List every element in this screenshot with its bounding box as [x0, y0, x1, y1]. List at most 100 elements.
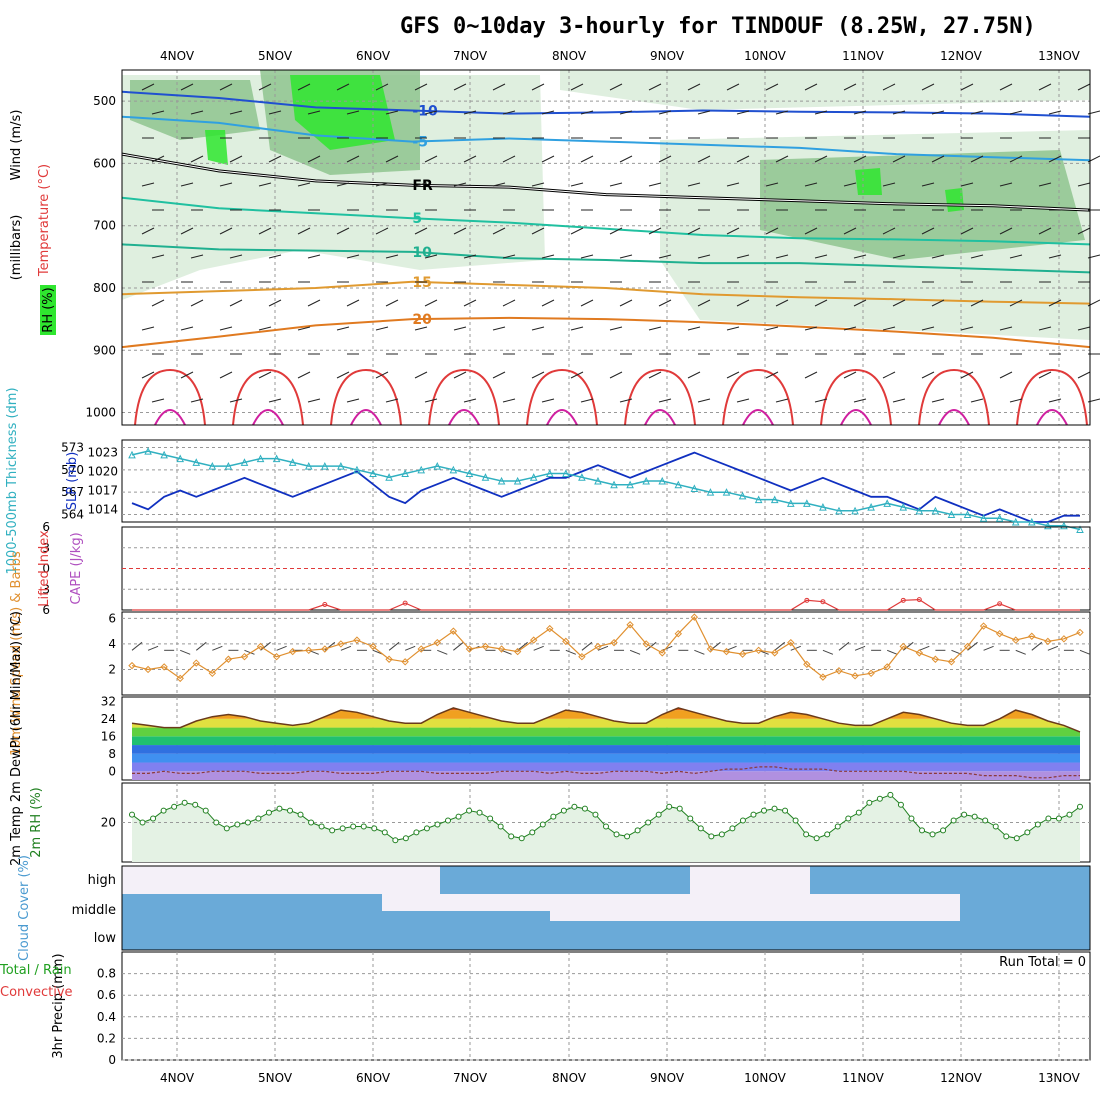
rh2m-point-20 — [339, 825, 346, 832]
wind10-barb-17 — [404, 645, 416, 651]
rh2m-point-25 — [392, 837, 399, 844]
wind-barb — [453, 371, 467, 379]
wind-barb — [892, 110, 906, 115]
wind-barb — [814, 299, 828, 307]
wind10-point-27 — [562, 637, 570, 646]
wind10-point-37 — [722, 647, 731, 656]
rh2m-point-13 — [265, 809, 272, 816]
rh2m-point-16 — [297, 811, 304, 818]
wind-barb — [882, 227, 896, 235]
wind-barb — [580, 299, 594, 307]
rh2m-point-62 — [782, 807, 789, 814]
wind10-barb-29 — [597, 645, 609, 651]
wind10-point-21 — [465, 645, 474, 653]
wind-barb — [424, 398, 438, 403]
rh2m-point-28 — [423, 825, 430, 832]
rh2m-point-82 — [992, 823, 999, 830]
wind-barb — [502, 110, 516, 115]
cape-axis-label: CAPE (J/kg) — [69, 532, 84, 604]
wind10-point-30 — [610, 638, 618, 647]
wind-barb — [336, 371, 350, 379]
wind10-barb-5 — [212, 645, 223, 651]
rh2m-point-5 — [181, 799, 188, 806]
wind-barb — [385, 299, 399, 307]
wind-barb — [531, 182, 545, 187]
wind10-point-59 — [1076, 628, 1084, 637]
wind-barb — [141, 371, 155, 379]
thickness-point-30 — [610, 480, 618, 489]
rh2m-point-89 — [1066, 811, 1073, 818]
wind10-barb-45 — [854, 645, 866, 651]
slp-axis-label: SLP (mb) — [65, 452, 80, 511]
wind10-point-50 — [931, 655, 940, 663]
rh2m-point-24 — [381, 829, 388, 836]
wind10-point-35 — [690, 613, 699, 621]
rh2m-point-79 — [961, 811, 968, 818]
wind-barb — [346, 155, 360, 163]
wind-barb — [385, 155, 399, 163]
temp-band-4 — [132, 736, 1080, 746]
thickness-tick-1: 567 — [61, 485, 84, 499]
wind-barb — [492, 182, 506, 187]
wind-barb — [336, 182, 350, 187]
wind-barb — [180, 326, 194, 331]
wind10-point-5 — [208, 669, 217, 677]
li-tick-1: 3 — [42, 541, 50, 555]
li-line — [132, 598, 1080, 611]
wind-barb — [921, 83, 935, 91]
precip-frame — [121, 951, 1091, 1061]
temp-contour-label-6: 20 — [412, 312, 432, 328]
cloud-layer-middle: middle — [72, 903, 116, 918]
wind-barb — [736, 110, 750, 115]
rh2m-point-87 — [1045, 815, 1052, 822]
wind-barb — [414, 83, 428, 91]
temp-tick-3: 24 — [101, 712, 116, 726]
bottom-day-label-1: 5NOV — [258, 1071, 293, 1085]
wind-barb — [804, 371, 818, 379]
thickness-point-22 — [481, 473, 490, 481]
temp-line — [131, 707, 1081, 733]
heat-dome-0 — [134, 368, 206, 426]
wind-barb — [531, 371, 545, 379]
wind-barb — [219, 326, 233, 331]
thickness-point-48 — [899, 502, 908, 511]
thickness-point-55 — [1011, 517, 1020, 526]
upper-ylabel-millibars: (millibars) — [9, 215, 24, 281]
wind-barb — [648, 83, 662, 91]
wind10-point-48 — [899, 642, 907, 651]
rh2m-point-56 — [718, 831, 725, 838]
rh2m-point-71 — [876, 795, 883, 802]
wind-barb — [687, 182, 701, 187]
wind10-barb-3 — [180, 649, 191, 655]
temp-contour-fr-inner — [121, 153, 1091, 211]
wind-barb — [541, 110, 555, 115]
thickness-point-0 — [128, 450, 136, 459]
thickness-point-5 — [208, 461, 217, 470]
thickness-point-19 — [433, 461, 442, 470]
wind-barb — [1048, 398, 1062, 403]
wind10-point-23 — [497, 645, 506, 653]
wind-barb — [882, 326, 896, 331]
wind10-barb-52 — [967, 641, 978, 651]
wind-barb — [960, 326, 974, 331]
wind-barb — [804, 83, 818, 91]
wind10-point-15 — [369, 642, 377, 651]
wind-barb — [258, 326, 272, 331]
wind10-barb-19 — [437, 649, 448, 655]
top-day-label-6: 10NOV — [744, 49, 786, 63]
rh2m-point-61 — [771, 805, 778, 812]
wind-barb — [336, 83, 350, 91]
thickness-point-50 — [931, 506, 940, 515]
thickness-point-36 — [706, 488, 715, 496]
wind-barb — [921, 227, 935, 235]
wind-tick-1: 4 — [108, 637, 116, 651]
wind-barb — [297, 182, 311, 187]
rh2m-point-84 — [1013, 835, 1020, 842]
wind-barb — [385, 398, 399, 403]
wind-barb — [882, 83, 896, 91]
wind10-point-56 — [1028, 632, 1036, 640]
wind10-point-3 — [176, 674, 184, 683]
slp-tick-2: 1020 — [87, 465, 118, 479]
wind-barb — [921, 182, 935, 187]
